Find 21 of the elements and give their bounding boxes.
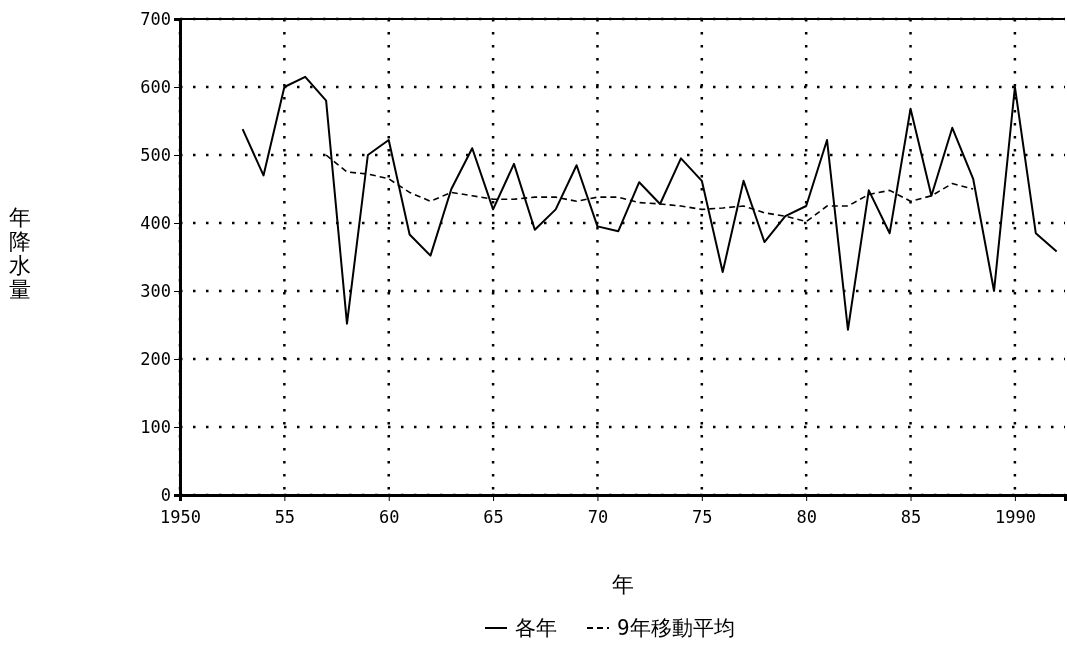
x-tick-label: 75 [692, 506, 713, 527]
x-tick-label: 70 [587, 506, 609, 527]
y-tick-label: 0 [160, 484, 171, 505]
x-tick-label: 85 [900, 506, 922, 527]
y-tick-label: 700 [140, 8, 171, 29]
x-axis-title: 年 [611, 572, 634, 597]
y-tick-label: 200 [140, 348, 171, 369]
y-tick-label: 300 [140, 280, 171, 301]
legend-label: 各年 [515, 616, 557, 640]
x-tick-label: 65 [483, 506, 504, 527]
x-tick-label: 60 [378, 506, 400, 527]
y-tick-label: 500 [140, 144, 171, 165]
legend-label: 9年移動平均 [617, 616, 735, 640]
y-tick-label: 400 [140, 212, 171, 233]
x-tick-label: 80 [796, 506, 817, 527]
y-tick-label: 600 [140, 76, 171, 97]
y-tick-label: 100 [140, 416, 171, 437]
x-tick-label: 55 [274, 506, 296, 527]
y-axis-title: 年降水量 [9, 205, 31, 302]
x-tick-label: 1990 [994, 506, 1036, 527]
x-tick-label: 1950 [160, 506, 201, 527]
